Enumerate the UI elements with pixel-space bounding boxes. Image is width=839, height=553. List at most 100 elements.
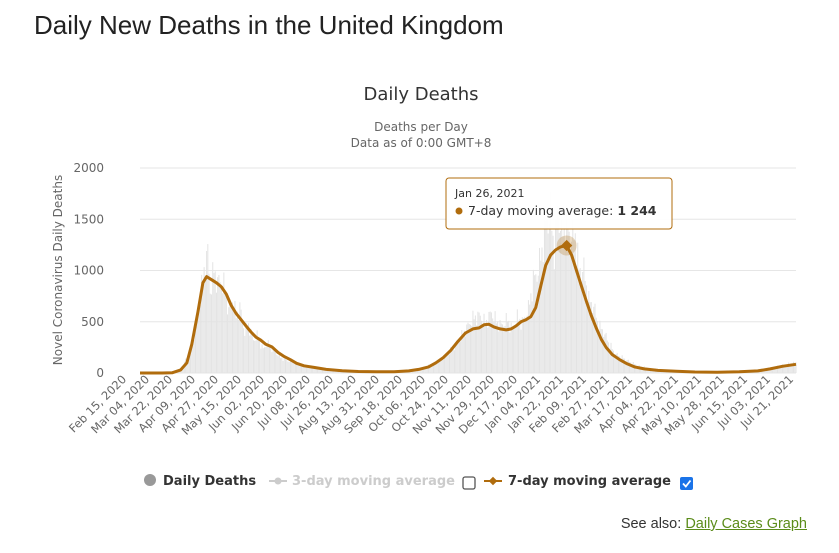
daily-deaths-bar	[529, 304, 531, 373]
daily-deaths-bar	[527, 300, 529, 373]
svg-text:7-day moving average: 1 244: 7-day moving average: 1 244	[468, 203, 657, 218]
legend-item-ma3[interactable]: 3-day moving average	[269, 474, 455, 489]
ma7-series-line[interactable]	[140, 244, 797, 375]
daily-deaths-bar	[308, 366, 310, 373]
legend-ma3-checkbox[interactable]	[462, 476, 476, 490]
daily-deaths-bar	[539, 247, 541, 373]
daily-deaths-bar	[276, 354, 278, 373]
daily-deaths-bar	[780, 366, 782, 373]
daily-deaths-bar	[426, 366, 428, 373]
daily-deaths-bar	[520, 329, 522, 373]
daily-deaths-bar	[563, 227, 565, 373]
daily-deaths-bar	[519, 318, 521, 373]
daily-deaths-bar	[479, 315, 481, 373]
daily-deaths-bar	[515, 324, 517, 373]
daily-deaths-bar	[456, 341, 458, 373]
daily-deaths-bar	[567, 227, 569, 373]
daily-deaths-bar	[223, 272, 225, 373]
daily-deaths-bar	[487, 327, 489, 373]
daily-deaths-bar	[610, 342, 612, 373]
daily-deaths-bar	[325, 369, 327, 373]
see-also-prefix: See also:	[620, 516, 682, 532]
daily-deaths-bar	[449, 354, 450, 373]
daily-deaths-bar	[324, 369, 326, 373]
daily-deaths-bar	[451, 349, 453, 373]
legend-ma7-checkbox[interactable]	[680, 477, 693, 490]
daily-deaths-bar	[642, 367, 644, 373]
daily-deaths-bar	[556, 219, 558, 373]
legend-daily-deaths-label: Daily Deaths	[163, 474, 256, 489]
daily-cases-graph-link[interactable]: Daily Cases Graph	[685, 516, 807, 532]
daily-deaths-bar	[436, 362, 438, 373]
daily-deaths-bar	[580, 281, 582, 373]
daily-deaths-bar	[215, 292, 217, 373]
daily-deaths-bar	[594, 303, 596, 373]
daily-deaths-bar	[631, 364, 633, 373]
daily-deaths-bar	[468, 324, 470, 373]
daily-deaths-bar	[293, 364, 295, 373]
daily-deaths-bar	[255, 340, 257, 373]
daily-deaths-bar	[305, 365, 307, 373]
tooltip-series-name: 7-day moving average	[468, 203, 609, 218]
daily-deaths-bar	[509, 332, 511, 373]
daily-deaths-bar	[596, 320, 598, 373]
daily-deaths-bar	[489, 311, 491, 373]
daily-deaths-bar	[543, 215, 545, 373]
daily-deaths-bar	[313, 367, 315, 373]
tooltip-box	[445, 177, 673, 230]
daily-deaths-bar	[476, 325, 478, 373]
y-tick-label: 1000	[73, 264, 104, 278]
daily-deaths-bar	[467, 322, 469, 373]
daily-deaths-bar	[471, 325, 473, 373]
daily-deaths-bar	[257, 339, 259, 373]
daily-deaths-bar	[447, 354, 449, 373]
daily-deaths-bar	[194, 324, 196, 373]
daily-deaths-bar	[609, 348, 611, 373]
daily-deaths-bar	[310, 367, 312, 373]
daily-deaths-bar	[240, 309, 242, 373]
daily-deaths-bar	[791, 364, 793, 373]
legend-daily-deaths-marker	[144, 474, 156, 486]
daily-deaths-bar	[319, 368, 321, 373]
daily-deaths-bar	[434, 362, 436, 373]
tooltip-series-dot	[455, 207, 463, 215]
daily-deaths-bar	[536, 281, 538, 373]
daily-deaths-bar	[278, 353, 280, 373]
hover-point-marker[interactable]	[560, 239, 573, 252]
daily-deaths-bar	[275, 352, 277, 373]
daily-deaths-bar	[248, 323, 250, 373]
daily-deaths-bar	[218, 275, 220, 373]
daily-deaths-bar	[535, 274, 537, 373]
daily-deaths-bar	[298, 364, 300, 373]
daily-deaths-bar	[778, 366, 780, 373]
daily-deaths-bar	[768, 368, 770, 373]
daily-deaths-bar	[289, 359, 291, 373]
legend-item-daily-deaths[interactable]: Daily Deaths	[144, 474, 256, 489]
daily-deaths-bar	[203, 267, 205, 373]
daily-deaths-bar	[190, 344, 192, 373]
daily-deaths-bar	[446, 354, 448, 373]
daily-deaths-bar	[795, 362, 797, 373]
daily-deaths-bar	[201, 274, 203, 373]
daily-deaths-bar	[495, 323, 497, 373]
daily-deaths-bar	[542, 262, 544, 373]
daily-deaths-bar	[494, 311, 496, 373]
legend-ma7-marker	[488, 476, 498, 486]
daily-deaths-bar	[559, 230, 561, 373]
page-title: Daily New Deaths in the United Kingdom	[34, 10, 504, 40]
daily-deaths-bar	[510, 322, 512, 373]
daily-deaths-bar	[196, 313, 198, 373]
chart-subtitle-line2: Data as of 0:00 GMT+8	[351, 136, 492, 150]
daily-deaths-bar	[224, 291, 226, 373]
daily-deaths-bar	[503, 326, 505, 373]
daily-deaths-bar	[577, 242, 579, 373]
daily-deaths-bar	[225, 293, 227, 373]
daily-deaths-bar	[484, 325, 486, 373]
daily-deaths-bar	[252, 340, 254, 373]
legend-item-ma7[interactable]: 7-day moving average	[484, 474, 671, 489]
daily-deaths-bar	[213, 272, 215, 373]
daily-deaths-bar	[777, 365, 778, 373]
daily-deaths-bar	[461, 330, 463, 373]
daily-deaths-bar	[329, 369, 331, 373]
daily-deaths-bar	[236, 311, 238, 373]
